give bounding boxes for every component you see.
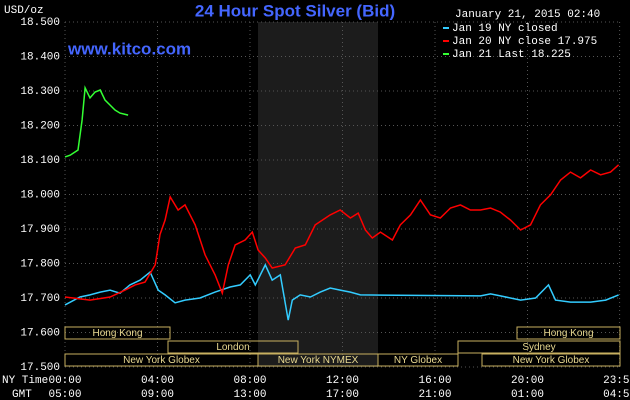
- legend-entry: Jan 20 NY close 17.975: [452, 36, 597, 48]
- y-tick-label: 17.700: [20, 293, 60, 305]
- y-tick-label: 18.500: [20, 17, 60, 29]
- session-label: NY Globex: [394, 355, 442, 366]
- y-tick-label: 18.200: [20, 120, 60, 132]
- session-label: Hong Kong: [92, 328, 142, 339]
- gmt-tick-label: 17:00: [326, 389, 359, 400]
- x-tick-label: 04:00: [141, 375, 174, 387]
- x-tick-label: 00:00: [48, 375, 81, 387]
- gmt-tick-label: 04:59: [603, 389, 630, 400]
- series-line: [64, 263, 619, 321]
- y-tick-label: 17.900: [20, 224, 60, 236]
- timestamp: January 21, 2015 02:40: [455, 9, 600, 21]
- y-tick-label: 17.600: [20, 327, 60, 339]
- gmt-tick-label: 05:00: [48, 389, 81, 400]
- y-tick-label: 18.400: [20, 51, 60, 63]
- x-row-label: GMT: [12, 389, 32, 400]
- chart-title: 24 Hour Spot Silver (Bid): [195, 1, 395, 20]
- session-box: [167, 340, 299, 354]
- session-label: New York NYMEX: [278, 355, 359, 366]
- session-box: [457, 340, 621, 354]
- y-tick-label: 18.000: [20, 189, 60, 201]
- x-tick-label: 23:59: [603, 375, 630, 387]
- session-label: Hong Kong: [543, 328, 593, 339]
- series-line: [64, 164, 620, 301]
- session-box: [377, 353, 459, 367]
- gmt-tick-label: 21:00: [418, 389, 451, 400]
- gmt-tick-label: 01:00: [511, 389, 544, 400]
- session-label: New York Globex: [123, 355, 200, 366]
- x-tick-label: 20:00: [511, 375, 544, 387]
- session-box: [481, 353, 621, 367]
- y-tick-label: 18.100: [20, 155, 60, 167]
- unit-label: USD/oz: [4, 5, 44, 17]
- session-box: [64, 326, 171, 340]
- series-line: [64, 85, 129, 158]
- x-row-label: NY Time: [2, 375, 48, 387]
- x-tick-label: 16:00: [418, 375, 451, 387]
- x-tick-label: 12:00: [326, 375, 359, 387]
- legend-entry: Jan 19 NY closed: [452, 23, 558, 35]
- y-tick-label: 18.300: [20, 86, 60, 98]
- watermark: www.kitco.com: [67, 39, 191, 58]
- x-tick-label: 08:00: [233, 375, 266, 387]
- session-box: [516, 326, 621, 340]
- gmt-tick-label: 13:00: [233, 389, 266, 400]
- legend-entry: Jan 21 Last 18.225: [452, 49, 571, 61]
- y-tick-label: 17.500: [20, 362, 60, 374]
- gmt-tick-label: 09:00: [141, 389, 174, 400]
- y-tick-label: 17.800: [20, 258, 60, 270]
- session-label: London: [216, 342, 249, 353]
- session-label: New York Globex: [513, 355, 590, 366]
- session-label: Sydney: [522, 342, 555, 353]
